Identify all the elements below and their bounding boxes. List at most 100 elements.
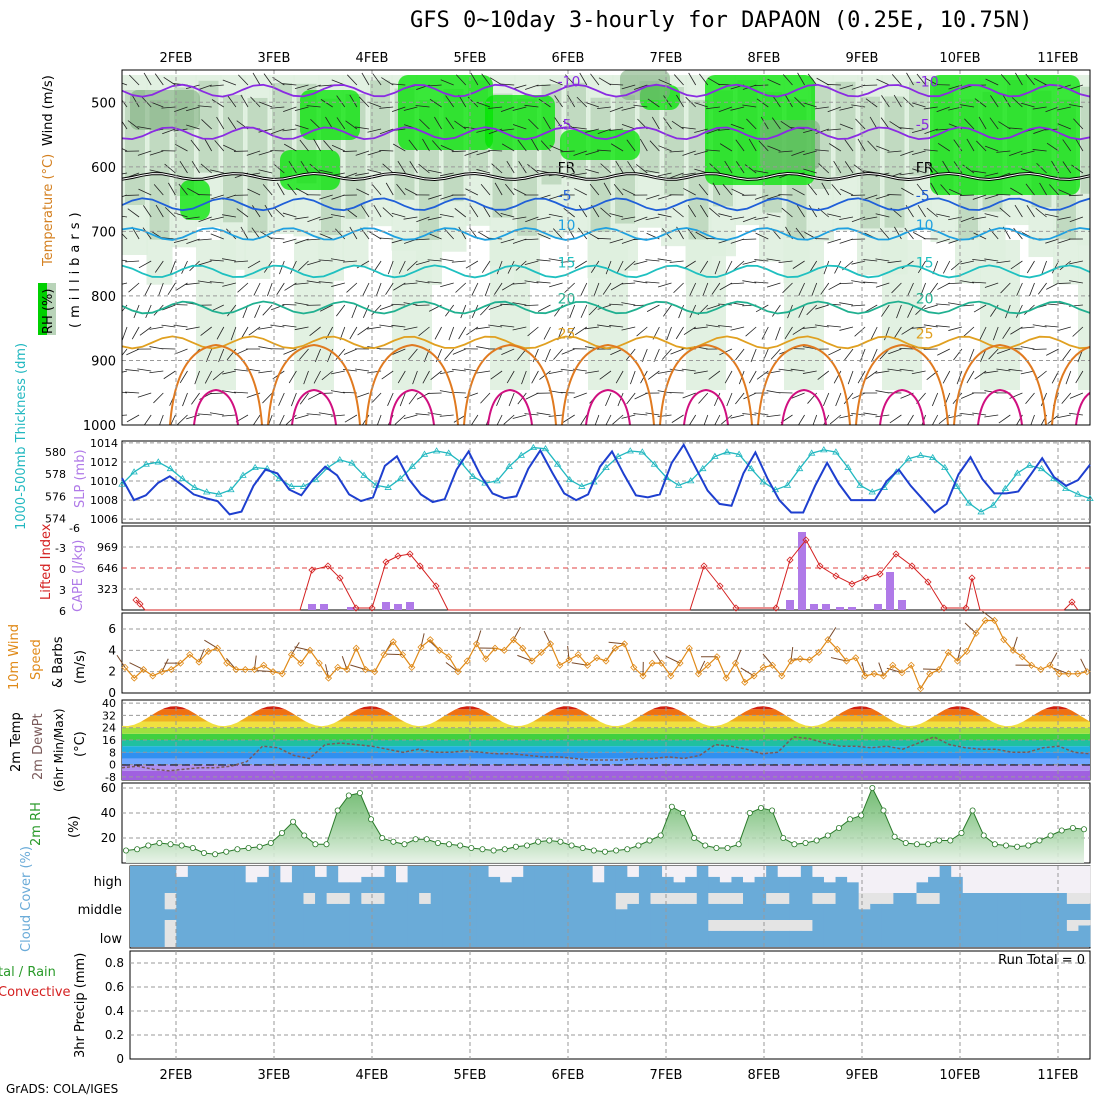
wind-barb	[175, 143, 188, 152]
wind-barb	[342, 150, 357, 152]
cloud-bar	[904, 893, 917, 920]
wind-marker	[334, 663, 342, 671]
wind-barb	[816, 77, 829, 86]
rh2m-marker	[1081, 826, 1088, 833]
rh2m-marker	[245, 845, 252, 852]
wind-barb	[844, 139, 854, 152]
wind-barb	[258, 326, 273, 330]
wind-barb	[122, 82, 128, 86]
wind-barb	[1051, 260, 1060, 274]
wind-barb	[678, 304, 684, 319]
wind-barb	[357, 326, 370, 336]
cloud-bar	[997, 920, 1010, 947]
wind-marker	[583, 661, 592, 669]
wind-barb	[204, 370, 213, 384]
temp-loop-inner	[585, 388, 631, 425]
wind-barb	[537, 233, 551, 240]
wind-marker	[741, 678, 749, 686]
wind-barb	[309, 163, 321, 174]
wind-barb	[500, 212, 515, 218]
wind-marker	[352, 644, 360, 652]
rh2m-marker	[490, 847, 497, 854]
wind-barb	[222, 79, 237, 86]
cloud-bar	[1066, 903, 1079, 920]
wind-barb	[379, 128, 394, 135]
cloud-gap	[928, 893, 941, 904]
date-label-bottom: 4FEB	[356, 1068, 389, 1083]
wind-barb	[730, 326, 745, 331]
wind-barb	[803, 150, 817, 156]
cloud-bar	[592, 920, 605, 947]
cloud-level-label: high	[94, 875, 122, 890]
thickness-marker	[493, 477, 501, 484]
cloud-bar	[1078, 925, 1091, 947]
cloud-bar	[199, 893, 212, 920]
wind-barb	[246, 150, 261, 156]
li-marker	[876, 570, 884, 578]
thickness-marker	[783, 481, 792, 488]
wind-marker	[694, 670, 703, 678]
thickness-marker	[190, 483, 199, 490]
temp-contour-label: 15	[916, 255, 934, 271]
wind-barb	[814, 324, 829, 328]
wind-barb	[318, 412, 333, 416]
rh2m-marker	[735, 841, 742, 848]
wind-barb	[549, 194, 563, 200]
rh2m-marker	[713, 845, 720, 852]
wind-barb	[355, 172, 370, 176]
wind-barb	[634, 216, 648, 223]
cloud-bar	[870, 920, 883, 947]
cloud-bar	[650, 866, 663, 893]
li-marker	[848, 580, 856, 588]
cloud-bar	[372, 920, 385, 947]
cloud-bar	[361, 903, 374, 920]
rh2m-marker	[1069, 825, 1076, 832]
wind-barb	[476, 128, 491, 133]
wind-barb	[1013, 227, 1023, 240]
wind-barb	[766, 194, 781, 200]
wind-barb	[209, 392, 224, 395]
temp-band	[122, 770, 1090, 780]
wind-barb	[754, 194, 769, 200]
cloud-gap	[1055, 866, 1068, 893]
wind-barb	[440, 194, 454, 200]
wind-barb	[923, 149, 938, 152]
wind-marker	[149, 672, 157, 680]
wind-barb	[211, 304, 224, 312]
wind-barb	[585, 168, 600, 174]
wind-barb	[686, 227, 697, 240]
temp-contour-label: FR	[558, 161, 576, 177]
wind-barb	[306, 413, 321, 416]
wind-barb	[725, 260, 733, 274]
wind-barb	[658, 79, 672, 86]
cloud-bar	[407, 893, 420, 920]
wind-barb	[392, 143, 406, 152]
cloud-gap	[893, 866, 906, 893]
wind-barb	[440, 145, 454, 152]
cloud-gap	[777, 920, 790, 931]
rh2m-marker	[902, 840, 909, 847]
rh2m-marker	[401, 841, 408, 848]
wind-barb	[578, 227, 588, 240]
wind-barb	[766, 414, 781, 418]
cloud-bar	[673, 882, 686, 893]
wind-barb	[137, 368, 152, 372]
rh2m-marker	[546, 837, 553, 844]
wind-barb	[185, 106, 200, 112]
wind-barb	[603, 182, 612, 196]
wind-barb	[553, 348, 563, 360]
wind-barb	[683, 326, 696, 336]
cloud-bar	[234, 893, 247, 920]
wind-barb	[948, 188, 963, 196]
thickness-marker	[953, 482, 961, 489]
wind-barb	[658, 194, 672, 200]
wind-barb	[155, 204, 164, 218]
rh2m-marker	[802, 840, 809, 847]
cloud-bar	[615, 920, 628, 947]
wind-barb	[719, 143, 733, 152]
thickness-marker	[711, 452, 719, 459]
wind-barb	[703, 414, 709, 425]
ylabel-temp-d: (°C)	[73, 731, 88, 757]
wind-barb	[149, 150, 164, 156]
